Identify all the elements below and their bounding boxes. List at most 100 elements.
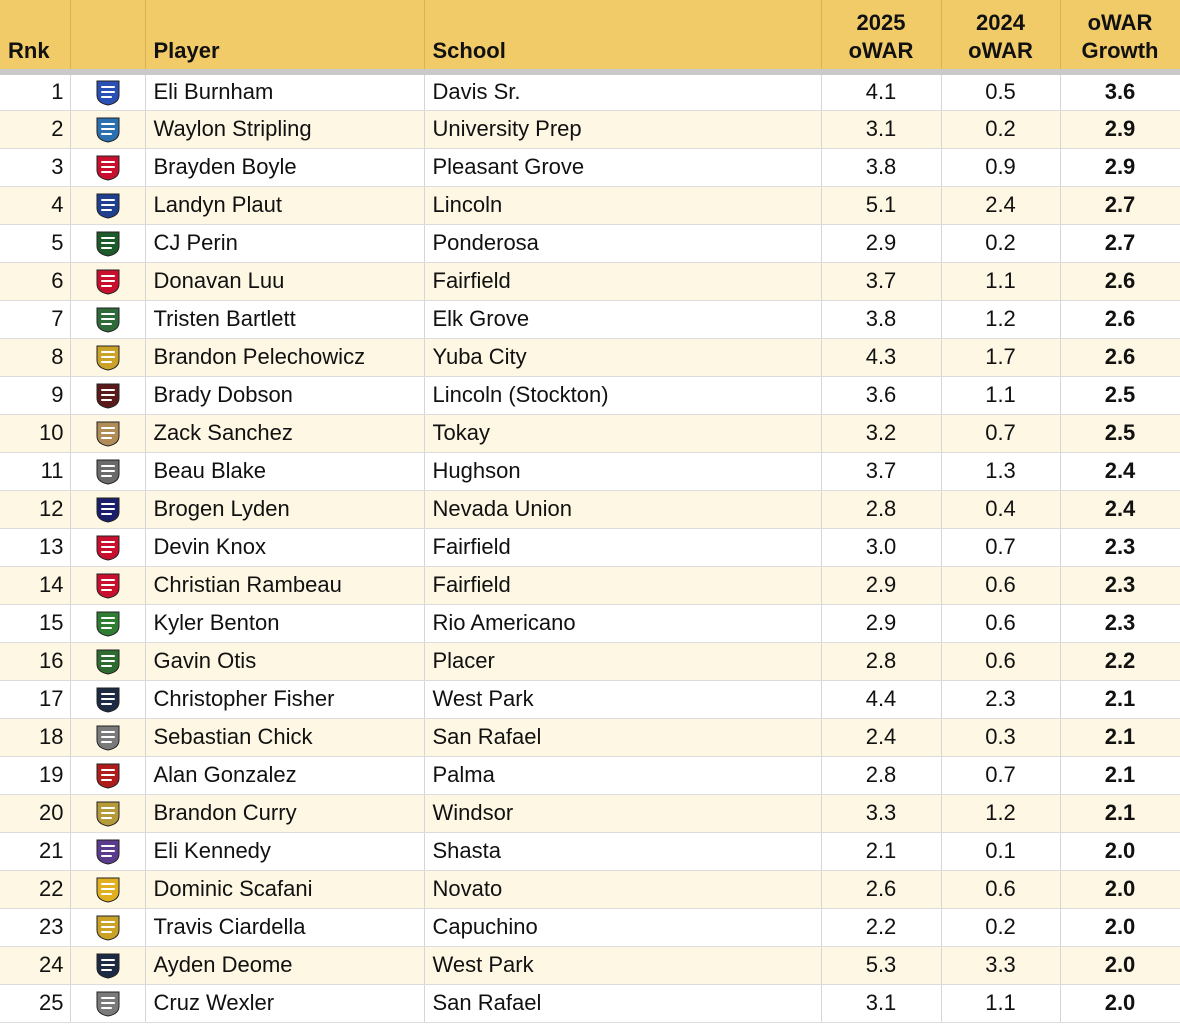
owar-growth-cell: 2.6 [1060, 338, 1180, 377]
header-owar-growth[interactable]: oWAR Growth [1060, 0, 1180, 75]
table-row[interactable]: 10 Zack Sanchez Tokay 3.2 0.7 2.5 [0, 414, 1180, 453]
header-rank[interactable]: Rnk [0, 0, 71, 75]
logo-cell [70, 376, 146, 415]
owar-2024-cell: 0.7 [941, 528, 1061, 567]
school-cell: Shasta [424, 832, 822, 871]
table-row[interactable]: 6 Donavan Luu Fairfield 3.7 1.1 2.6 [0, 262, 1180, 301]
owar-growth-cell: 2.7 [1060, 186, 1180, 225]
logo-cell [70, 528, 146, 567]
owar-2024-cell: 3.3 [941, 946, 1061, 985]
player-cell: Dominic Scafani [145, 870, 425, 909]
rank-cell: 6 [0, 262, 71, 301]
school-cell: Fairfield [424, 262, 822, 301]
rio-americano-raider-icon [93, 608, 123, 638]
player-cell: Ayden Deome [145, 946, 425, 985]
rank-cell: 8 [0, 338, 71, 377]
player-cell: Waylon Stripling [145, 110, 425, 149]
rank-cell: 10 [0, 414, 71, 453]
table-row[interactable]: 24 Ayden Deome West Park 5.3 3.3 2.0 [0, 946, 1180, 985]
school-cell: Elk Grove [424, 300, 822, 339]
player-cell: Brandon Curry [145, 794, 425, 833]
logo-cell [70, 908, 146, 947]
table-row[interactable]: 22 Dominic Scafani Novato 2.6 0.6 2.0 [0, 870, 1180, 909]
owar-growth-cell: 2.0 [1060, 946, 1180, 985]
lincoln-logo-icon [93, 190, 123, 220]
logo-cell [70, 604, 146, 643]
san-rafael-bulldog-icon [93, 722, 123, 752]
rank-cell: 14 [0, 566, 71, 605]
player-cell: CJ Perin [145, 224, 425, 263]
owar-2024-cell: 0.2 [941, 110, 1061, 149]
table-row[interactable]: 25 Cruz Wexler San Rafael 3.1 1.1 2.0 [0, 984, 1180, 1023]
owar-2025-cell: 3.3 [821, 794, 942, 833]
table-row[interactable]: 21 Eli Kennedy Shasta 2.1 0.1 2.0 [0, 832, 1180, 871]
table-row[interactable]: 11 Beau Blake Hughson 3.7 1.3 2.4 [0, 452, 1180, 491]
owar-growth-cell: 2.2 [1060, 642, 1180, 681]
table-row[interactable]: 13 Devin Knox Fairfield 3.0 0.7 2.3 [0, 528, 1180, 567]
owar-2025-cell: 3.8 [821, 300, 942, 339]
header-player[interactable]: Player [145, 0, 425, 75]
owar-2025-cell: 5.1 [821, 186, 942, 225]
owar-2024-cell: 0.7 [941, 414, 1061, 453]
owar-growth-cell: 2.9 [1060, 148, 1180, 187]
owar-2025-cell: 2.1 [821, 832, 942, 871]
school-cell: Pleasant Grove [424, 148, 822, 187]
player-cell: Brogen Lyden [145, 490, 425, 529]
table-row[interactable]: 14 Christian Rambeau Fairfield 2.9 0.6 2.3 [0, 566, 1180, 605]
table-row[interactable]: 19 Alan Gonzalez Palma 2.8 0.7 2.1 [0, 756, 1180, 795]
shasta-wolf-icon [93, 836, 123, 866]
player-cell: Christopher Fisher [145, 680, 425, 719]
table-row[interactable]: 16 Gavin Otis Placer 2.8 0.6 2.2 [0, 642, 1180, 681]
table-row[interactable]: 20 Brandon Curry Windsor 3.3 1.2 2.1 [0, 794, 1180, 833]
owar-growth-cell: 2.3 [1060, 604, 1180, 643]
logo-cell [70, 262, 146, 301]
player-cell: Tristen Bartlett [145, 300, 425, 339]
rank-cell: 7 [0, 300, 71, 339]
logo-cell [70, 718, 146, 757]
tokay-tiger-icon [93, 418, 123, 448]
table-row[interactable]: 1 Eli Burnham Davis Sr. 4.1 0.5 3.6 [0, 72, 1180, 111]
west-park-panther-icon [93, 950, 123, 980]
table-row[interactable]: 5 CJ Perin Ponderosa 2.9 0.2 2.7 [0, 224, 1180, 263]
table-row[interactable]: 2 Waylon Stripling University Prep 3.1 0.2 2.… [0, 110, 1180, 149]
table-row[interactable]: 9 Brady Dobson Lincoln (Stockton) 3.6 1.1 2.5 [0, 376, 1180, 415]
west-park-panther-icon [93, 684, 123, 714]
table-row[interactable]: 23 Travis Ciardella Capuchino 2.2 0.2 2.0 [0, 908, 1180, 947]
table-row[interactable]: 8 Brandon Pelechowicz Yuba City 4.3 1.7 2.6 [0, 338, 1180, 377]
capuchino-mustang-icon [93, 912, 123, 942]
ponderosa-paw-icon [93, 228, 123, 258]
owar-2025-cell: 3.7 [821, 262, 942, 301]
owar-2025-cell: 4.4 [821, 680, 942, 719]
owar-growth-cell: 2.6 [1060, 300, 1180, 339]
rank-cell: 12 [0, 490, 71, 529]
rank-cell: 4 [0, 186, 71, 225]
table-row[interactable]: 7 Tristen Bartlett Elk Grove 3.8 1.2 2.6 [0, 300, 1180, 339]
table-row[interactable]: 15 Kyler Benton Rio Americano 2.9 0.6 2.3 [0, 604, 1180, 643]
table-row[interactable]: 17 Christopher Fisher West Park 4.4 2.3 2.1 [0, 680, 1180, 719]
header-school[interactable]: School [424, 0, 822, 75]
table-row[interactable]: 18 Sebastian Chick San Rafael 2.4 0.3 2.1 [0, 718, 1180, 757]
logo-cell [70, 452, 146, 491]
header-2024-owar[interactable]: 2024 oWAR [941, 0, 1061, 75]
table-row[interactable]: 12 Brogen Lyden Nevada Union 2.8 0.4 2.4 [0, 490, 1180, 529]
rank-cell: 23 [0, 908, 71, 947]
logo-cell [70, 414, 146, 453]
owar-2024-cell: 0.3 [941, 718, 1061, 757]
owar-growth-cell: 2.0 [1060, 870, 1180, 909]
owar-2025-cell: 3.8 [821, 148, 942, 187]
owar-growth-cell: 2.9 [1060, 110, 1180, 149]
owar-growth-cell: 2.1 [1060, 756, 1180, 795]
rank-cell: 1 [0, 72, 71, 111]
school-cell: Lincoln (Stockton) [424, 376, 822, 415]
owar-growth-cell: 2.4 [1060, 490, 1180, 529]
owar-2024-cell: 0.2 [941, 224, 1061, 263]
hughson-husky-icon [93, 456, 123, 486]
table-row[interactable]: 3 Brayden Boyle Pleasant Grove 3.8 0.9 2.9 [0, 148, 1180, 187]
owar-2024-cell: 0.5 [941, 72, 1061, 111]
fairfield-falcon-icon [93, 570, 123, 600]
table-row[interactable]: 4 Landyn Plaut Lincoln 5.1 2.4 2.7 [0, 186, 1180, 225]
school-cell: Yuba City [424, 338, 822, 377]
owar-2025-cell: 5.3 [821, 946, 942, 985]
header-2025-owar[interactable]: 2025 oWAR [821, 0, 942, 75]
owar-2024-cell: 0.9 [941, 148, 1061, 187]
